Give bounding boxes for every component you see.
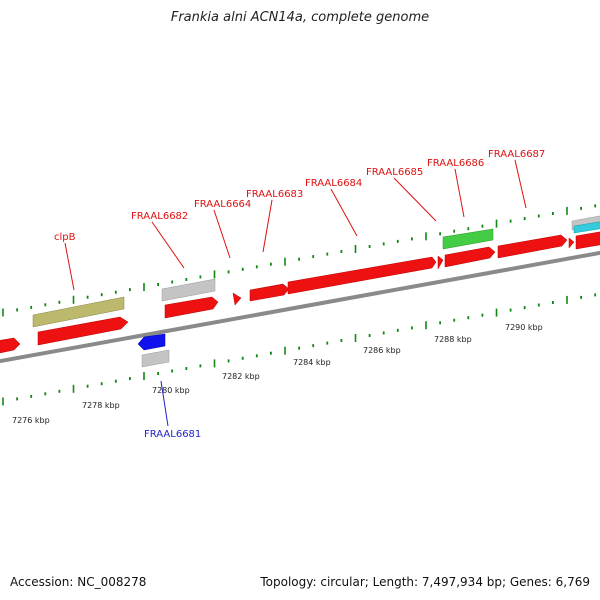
cds-feature-FRAAL6687[interactable] bbox=[497, 234, 568, 259]
gene-label-FRAAL6683[interactable]: FRAAL6683 bbox=[246, 189, 303, 200]
leader-line-FRAAL6683 bbox=[262, 199, 273, 253]
cyan-feature[interactable] bbox=[573, 221, 600, 234]
gene-label-FRAAL6664[interactable]: FRAAL6664 bbox=[194, 199, 251, 210]
genome-summary-text: Topology: circular; Length: 7,497,934 bp… bbox=[260, 575, 590, 589]
axis-label: 7290 kbp bbox=[505, 323, 543, 332]
leader-line-FRAAL6681 bbox=[160, 380, 169, 427]
gray-feature[interactable] bbox=[161, 278, 216, 302]
accession-text: Accession: NC_008278 bbox=[10, 575, 147, 589]
gray-feature[interactable] bbox=[141, 349, 170, 368]
cds-feature[interactable] bbox=[0, 337, 21, 355]
gene-label-FRAAL6687[interactable]: FRAAL6687 bbox=[488, 149, 545, 160]
cds-feature[interactable] bbox=[575, 231, 600, 250]
leader-line-FRAAL6686 bbox=[454, 168, 465, 218]
leader-line-FRAAL6682 bbox=[151, 221, 185, 269]
olive-feature[interactable] bbox=[32, 296, 125, 328]
gene-label-FRAAL6681[interactable]: FRAAL6681 bbox=[144, 429, 201, 440]
gene-label-FRAAL6686[interactable]: FRAAL6686 bbox=[427, 158, 484, 169]
leader-line-FRAAL6684 bbox=[330, 188, 358, 237]
gene-label-clpB[interactable]: clpB bbox=[54, 232, 76, 243]
leader-line-FRAAL6685 bbox=[393, 177, 437, 222]
upper-tick-track bbox=[2, 204, 597, 317]
cds-feature-FRAAL6664[interactable] bbox=[232, 292, 242, 306]
cds-feature[interactable] bbox=[568, 237, 575, 249]
gene-label-FRAAL6685[interactable]: FRAAL6685 bbox=[366, 167, 423, 178]
axis-label: 7278 kbp bbox=[82, 401, 120, 410]
cds-feature-FRAAL6685[interactable] bbox=[437, 255, 444, 270]
cds-feature-FRAAL6684[interactable] bbox=[287, 256, 437, 295]
cds-feature-FRAAL6683[interactable] bbox=[249, 283, 290, 302]
forward-cds-track bbox=[0, 231, 600, 355]
axis-label: 7286 kbp bbox=[363, 346, 401, 355]
cds-feature-FRAAL6682[interactable] bbox=[164, 296, 219, 319]
axis-label: 7284 kbp bbox=[293, 358, 331, 367]
axis-label: 7288 kbp bbox=[434, 335, 472, 344]
leader-line-FRAAL6664 bbox=[213, 209, 231, 259]
genome-backbone bbox=[0, 250, 600, 364]
gene-label-FRAAL6684[interactable]: FRAAL6684 bbox=[305, 178, 362, 189]
axis-label: 7276 kbp bbox=[12, 416, 50, 425]
green-feature[interactable] bbox=[442, 228, 494, 250]
map-title: Frankia alni ACN14a, complete genome bbox=[170, 10, 430, 25]
axis-label: 7282 kbp bbox=[222, 372, 260, 381]
leader-line-clpB bbox=[64, 242, 75, 291]
blue-feature-FRAAL6681[interactable] bbox=[137, 333, 166, 351]
lower-tick-track bbox=[2, 293, 597, 406]
cds-feature-clpB[interactable] bbox=[37, 316, 129, 346]
leader-line-FRAAL6687 bbox=[514, 159, 527, 209]
axis-label: 7280 kbp bbox=[152, 386, 190, 395]
gene-label-FRAAL6682[interactable]: FRAAL6682 bbox=[131, 211, 188, 222]
cds-feature-FRAAL6686[interactable] bbox=[444, 246, 496, 268]
